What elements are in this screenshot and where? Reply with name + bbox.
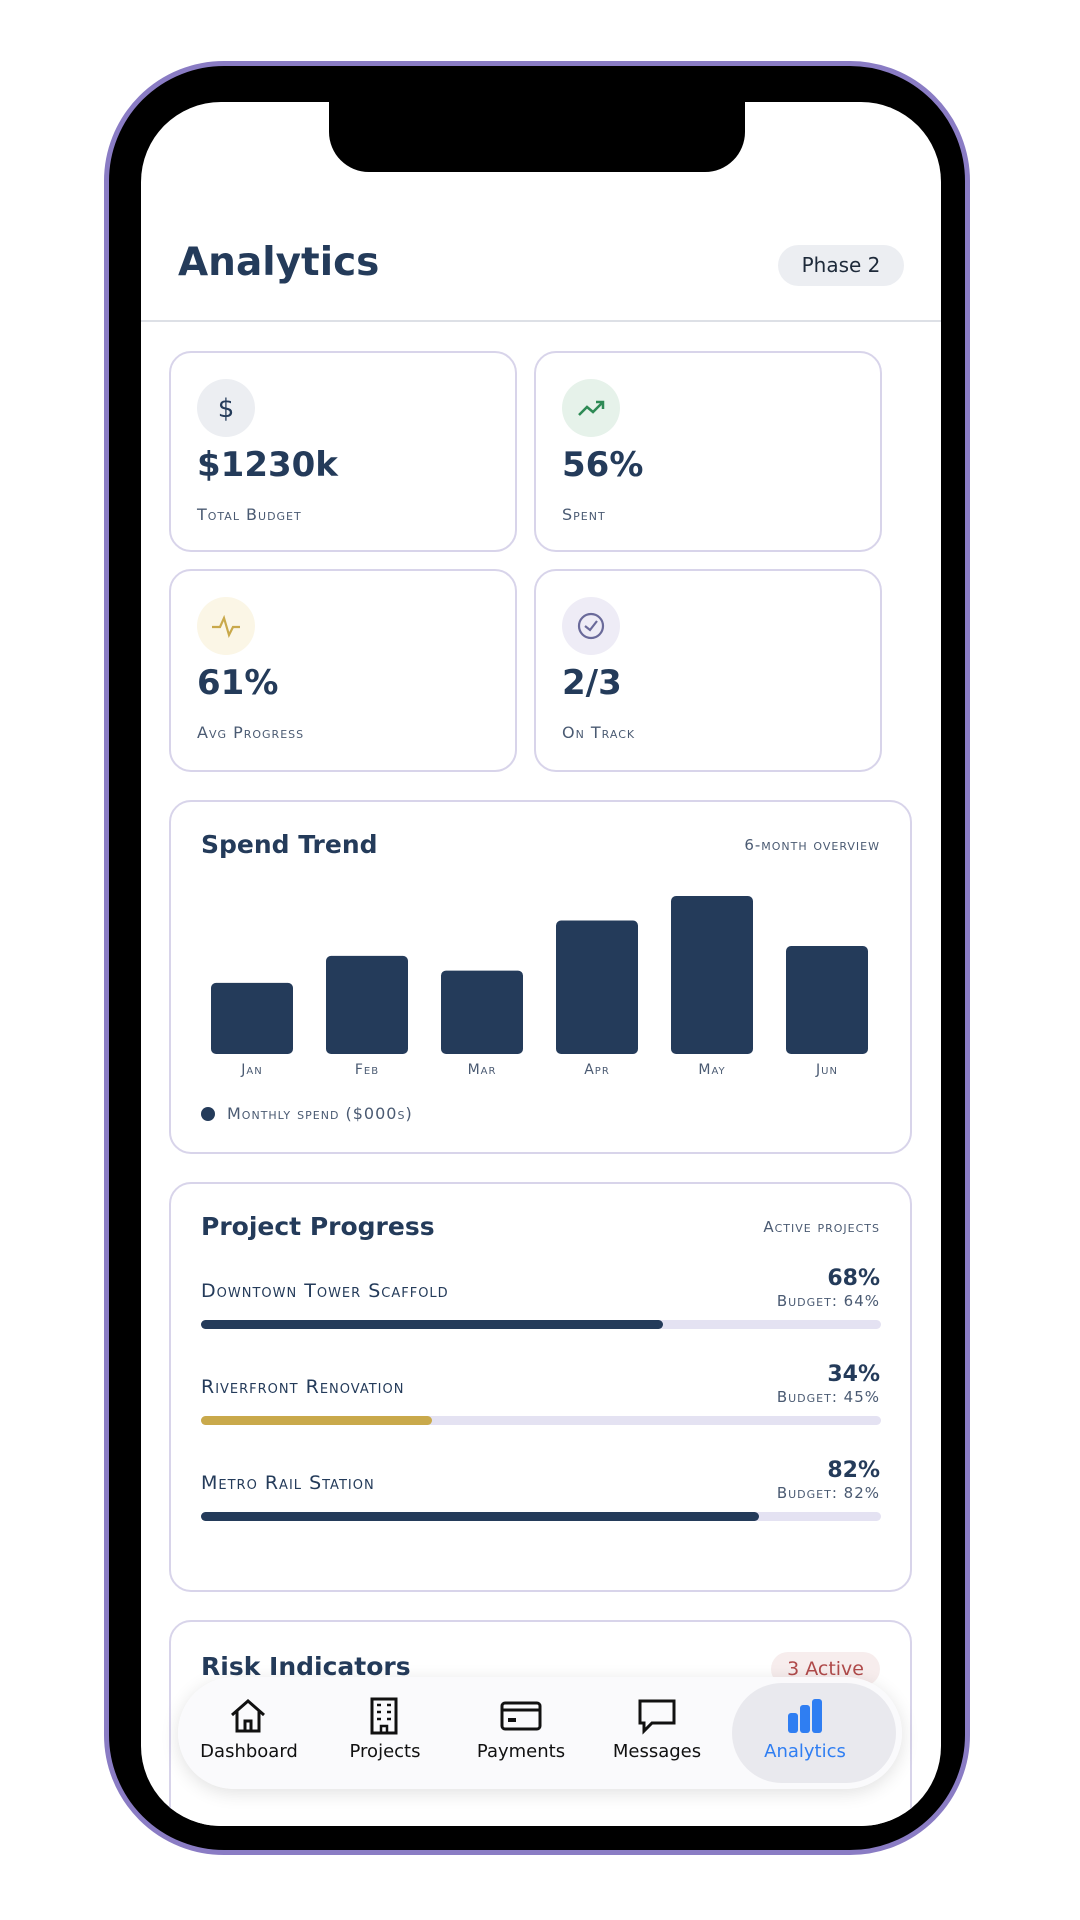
tab-label: Projects bbox=[349, 1741, 421, 1762]
stat-card[interactable]: 56% Spent bbox=[534, 351, 882, 552]
tab-icon bbox=[231, 1699, 265, 1733]
project-name: Downtown Tower Scaffold bbox=[201, 1280, 449, 1302]
tab-label: Messages bbox=[612, 1741, 702, 1762]
tab[interactable]: Payments bbox=[454, 1677, 588, 1789]
x-tick-label: Feb bbox=[355, 1062, 379, 1078]
progress-track bbox=[201, 1320, 881, 1329]
card-title: Project Progress bbox=[201, 1212, 435, 1241]
icon: $ bbox=[197, 379, 255, 437]
budget-label: Budget: 82% bbox=[776, 1484, 880, 1502]
stat-card[interactable]: 61% Avg Progress bbox=[169, 569, 517, 772]
budget-label: Budget: 64% bbox=[776, 1292, 880, 1310]
stat-value: 61% bbox=[197, 663, 279, 703]
stat-value: 2/3 bbox=[562, 663, 622, 703]
x-tick-label: Mar bbox=[468, 1062, 497, 1078]
stat-label: Spent bbox=[562, 505, 606, 524]
stat-card[interactable]: $ $1230k Total Budget bbox=[169, 351, 517, 552]
legend: Monthly spend ($000s) bbox=[201, 1104, 413, 1123]
x-tick-label: Apr bbox=[584, 1062, 610, 1078]
card-subtitle: 6-month overview bbox=[744, 836, 880, 854]
x-tick-label: May bbox=[698, 1062, 725, 1078]
bar bbox=[671, 896, 753, 1054]
tab-icon bbox=[638, 1699, 676, 1735]
bar bbox=[556, 920, 638, 1054]
spend-trend-card: Spend Trend 6-month overview Jan Feb Mar Ap… bbox=[169, 800, 912, 1154]
icon bbox=[562, 379, 620, 437]
project-name: Riverfront Renovation bbox=[201, 1376, 405, 1398]
tab-icon bbox=[788, 1699, 822, 1733]
bar bbox=[326, 955, 408, 1054]
tab[interactable]: Projects bbox=[318, 1677, 452, 1789]
stat-label: On Track bbox=[562, 723, 636, 742]
progress-track bbox=[201, 1512, 881, 1521]
tab-bar: Dashboard Projects Payments Messages Analyti… bbox=[178, 1677, 902, 1789]
budget-label: Budget: 45% bbox=[776, 1388, 880, 1406]
svg-text:$: $ bbox=[218, 394, 235, 424]
progress-percent: 68% bbox=[827, 1266, 880, 1291]
project-progress-card: Project Progress Active projects Downtow… bbox=[169, 1182, 912, 1592]
stat-label: Total Budget bbox=[197, 505, 302, 524]
bar bbox=[786, 946, 868, 1054]
x-tick-label: Jun bbox=[815, 1062, 838, 1078]
progress-fill bbox=[201, 1320, 664, 1329]
tab-label: Analytics bbox=[764, 1741, 846, 1762]
stat-label: Avg Progress bbox=[197, 723, 305, 742]
bar-chart: Jan Feb Mar Apr May Jun bbox=[211, 896, 868, 1078]
progress-track bbox=[201, 1416, 881, 1425]
card-title: Spend Trend bbox=[201, 830, 378, 859]
legend-label: Monthly spend ($000s) bbox=[227, 1104, 413, 1123]
x-tick-label: Jan bbox=[240, 1062, 262, 1078]
card-title: Risk Indicators bbox=[201, 1652, 411, 1681]
tab-icon bbox=[370, 1697, 398, 1735]
card-subtitle: Active projects bbox=[763, 1218, 880, 1236]
tab[interactable]: Analytics bbox=[738, 1677, 872, 1789]
stat-card[interactable]: 2/3 On Track bbox=[534, 569, 882, 772]
phase-badge[interactable]: Phase 2 bbox=[778, 245, 904, 286]
tab-icon bbox=[500, 1701, 542, 1731]
notch bbox=[329, 102, 745, 172]
icon bbox=[197, 597, 255, 655]
progress-percent: 34% bbox=[827, 1362, 880, 1387]
divider bbox=[141, 320, 941, 322]
legend-swatch bbox=[201, 1106, 215, 1121]
progress-fill bbox=[201, 1416, 433, 1425]
tab-label: Dashboard bbox=[200, 1741, 298, 1762]
tab[interactable]: Messages bbox=[590, 1677, 724, 1789]
project-name: Metro Rail Station bbox=[201, 1472, 375, 1494]
tab[interactable]: Dashboard bbox=[182, 1677, 316, 1789]
stat-value: $1230k bbox=[197, 445, 338, 485]
stat-value: 56% bbox=[562, 445, 644, 485]
icon bbox=[562, 597, 620, 655]
progress-fill bbox=[201, 1512, 759, 1521]
progress-percent: 82% bbox=[827, 1458, 880, 1483]
tab-label: Payments bbox=[476, 1741, 566, 1762]
bar bbox=[441, 970, 523, 1054]
page-title: Analytics bbox=[178, 240, 380, 285]
screen: Analytics Phase 2 $ $1230k Total Budget … bbox=[141, 102, 941, 1826]
bar bbox=[211, 982, 293, 1054]
